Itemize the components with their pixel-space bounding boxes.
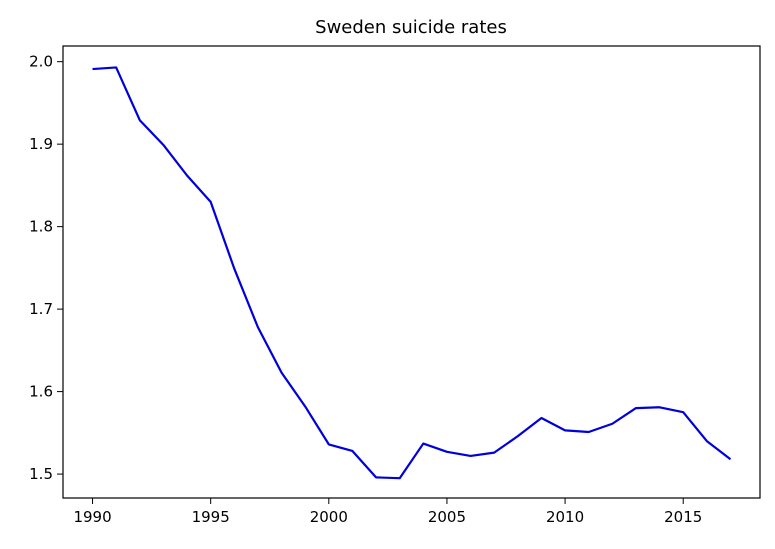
plot-area: 1990 1995 2000 2005 2010 2015 1.5 1.6 1.7 1.8 1.9 2… [29, 53, 732, 526]
y-tick-label: 1.5 [29, 465, 53, 483]
x-tick-label: 2015 [664, 508, 702, 526]
x-tick-label: 2010 [546, 508, 584, 526]
x-tick-label: 2005 [428, 508, 466, 526]
y-tick-label: 1.6 [29, 383, 53, 401]
y-tick-label: 1.9 [29, 135, 53, 153]
x-tick-label: 1990 [73, 508, 111, 526]
chart-title: Sweden suicide rates [315, 17, 507, 38]
y-tick-label: 2.0 [29, 53, 53, 71]
x-tick-label: 1995 [192, 508, 230, 526]
series-line [92, 66, 732, 480]
y-tick-label: 1.8 [29, 218, 53, 236]
y-tick-label: 1.7 [29, 300, 53, 318]
plot-frame [62, 45, 761, 499]
x-tick-label: 2000 [310, 508, 348, 526]
